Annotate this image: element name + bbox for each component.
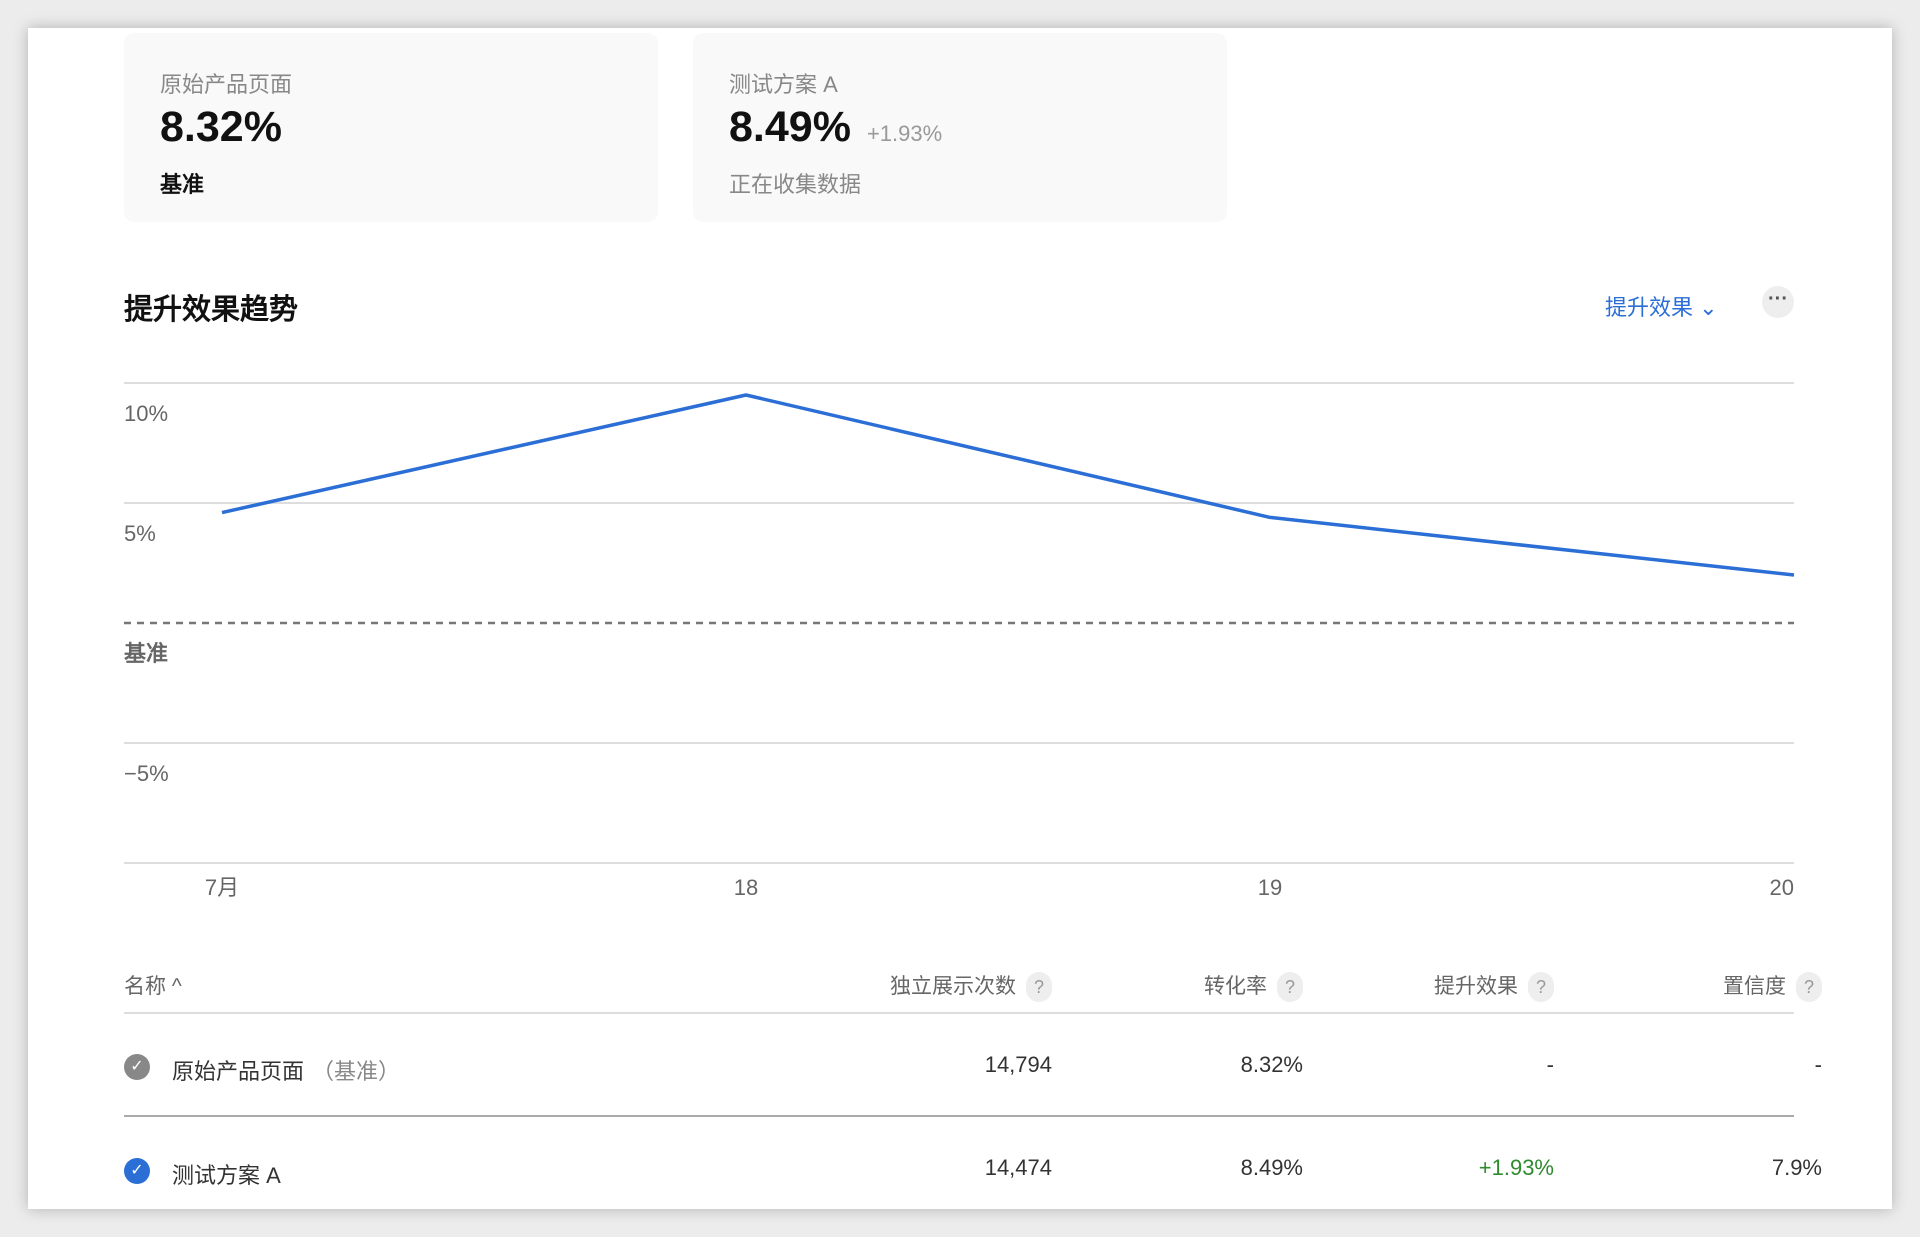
help-icon[interactable]: ?: [1796, 972, 1822, 1002]
card-sub: 正在收集数据: [729, 172, 862, 197]
card-value: 8.32%: [160, 103, 282, 151]
cell-confidence: -: [1814, 1052, 1822, 1077]
help-icon[interactable]: ?: [1277, 972, 1303, 1002]
card-value-wrap: 8.49% +1.93%: [729, 103, 942, 152]
row-tag: （基准）: [312, 1059, 401, 1084]
row-name: 测试方案 A: [172, 1163, 281, 1188]
help-icon[interactable]: ?: [1026, 972, 1052, 1002]
help-icon[interactable]: ?: [1528, 972, 1554, 1002]
header-label: 置信度: [1723, 975, 1786, 998]
row-name-wrap: 原始产品页面 （基准）: [172, 1054, 400, 1086]
series-line: [221, 393, 1795, 577]
x-tick-label: 18: [734, 875, 758, 900]
col-header-name[interactable]: 名称 ^: [124, 975, 182, 998]
metric-dropdown[interactable]: 提升效果 ⌄: [1605, 290, 1718, 322]
col-header-impressions[interactable]: 独立展示次数?: [890, 970, 1052, 1002]
card-value: 8.49%: [729, 103, 851, 151]
more-options-button[interactable]: ···: [1762, 286, 1794, 318]
header-label: 提升效果: [1434, 975, 1518, 998]
metric-label: 提升效果: [1605, 295, 1694, 320]
col-header-lift[interactable]: 提升效果?: [1434, 970, 1554, 1002]
card-delta: +1.93%: [866, 121, 943, 146]
cell-impressions: 14,474: [984, 1155, 1052, 1180]
section-title: 提升效果趋势: [124, 294, 299, 326]
x-tick-label: 19: [1258, 875, 1282, 900]
x-tick-label: 20: [1770, 875, 1794, 900]
col-header-confidence[interactable]: 置信度?: [1723, 970, 1822, 1002]
cell-confidence: 7.9%: [1771, 1155, 1822, 1180]
cell-lift: +1.93%: [1478, 1155, 1554, 1180]
card-label: 测试方案 A: [729, 72, 838, 97]
y-tick-label: 5%: [124, 521, 156, 546]
header-label: 独立展示次数: [890, 975, 1016, 998]
cell-rate: 8.32%: [1240, 1052, 1303, 1077]
chevron-down-icon: ⌄: [1699, 295, 1718, 320]
lift-trend-chart: 10% 5% 基准 −5% 7月 18 19 20: [124, 382, 1795, 900]
cell-impressions: 14,794: [984, 1052, 1052, 1077]
cell-lift: -: [1546, 1052, 1554, 1077]
variant-card-original[interactable]: 原始产品页面 8.32% 基准: [124, 33, 658, 222]
y-tick-label: 基准: [124, 641, 168, 666]
check-circle-icon[interactable]: ✓: [124, 1054, 150, 1080]
col-header-rate[interactable]: 转化率?: [1204, 970, 1303, 1002]
card-label: 原始产品页面: [160, 72, 293, 97]
header-label: 转化率: [1204, 975, 1267, 998]
window: 原始产品页面 8.32% 基准 测试方案 A 8.49% +1.93% 正在收集数…: [28, 28, 1892, 1209]
row-name: 原始产品页面: [172, 1059, 305, 1084]
divider: [124, 1115, 1794, 1117]
cell-rate: 8.49%: [1240, 1155, 1303, 1180]
y-tick-label: −5%: [124, 761, 169, 786]
check-circle-icon[interactable]: ✓: [124, 1158, 150, 1184]
divider: [124, 1012, 1794, 1014]
y-tick-label: 10%: [124, 401, 168, 426]
variant-card-a[interactable]: 测试方案 A 8.49% +1.93% 正在收集数据: [693, 33, 1227, 222]
card-sub: 基准: [160, 172, 205, 197]
x-tick-label: 7月: [205, 875, 239, 900]
